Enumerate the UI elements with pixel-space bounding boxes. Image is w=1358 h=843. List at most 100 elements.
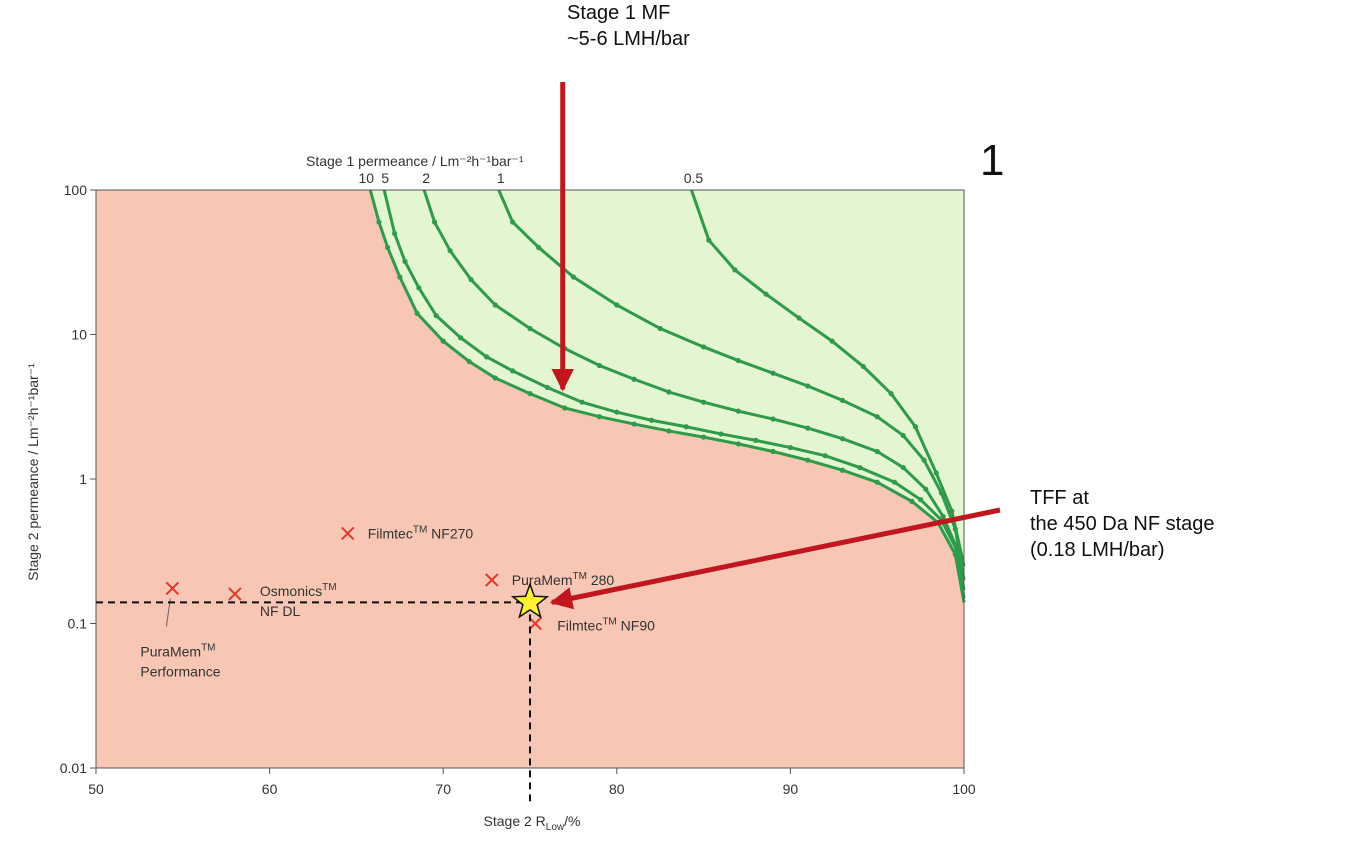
membrane-label-name: Osmonics xyxy=(260,583,322,599)
membrane-label-name: Filmtec xyxy=(368,525,413,541)
x-axis-title-unit: /% xyxy=(564,813,580,829)
series-point xyxy=(735,408,741,414)
cross-stroke xyxy=(528,616,542,631)
series-point xyxy=(805,425,811,431)
series-point xyxy=(822,453,828,459)
series-point xyxy=(631,421,637,427)
series-point xyxy=(614,302,620,308)
series-point xyxy=(544,384,550,391)
series-point xyxy=(874,414,880,420)
top-tick-label: 10 xyxy=(358,170,374,186)
top-tick-label: 1 xyxy=(497,170,505,186)
membrane-marker: OsmonicsTM NF DL xyxy=(228,582,337,619)
series-point xyxy=(397,274,403,280)
series-point xyxy=(510,219,516,225)
x-tick-label: 60 xyxy=(262,781,278,797)
top-axis-title: Stage 1 permeance / Lm⁻²h⁻¹bar⁻¹ xyxy=(306,153,524,169)
series-point xyxy=(763,291,769,297)
series-point xyxy=(829,338,835,344)
membrane-marker: PuraMemTM Performance xyxy=(140,581,221,679)
series-point xyxy=(391,230,398,237)
y-tick-label: 0.1 xyxy=(68,616,88,632)
dashed-guides xyxy=(96,601,531,806)
series-point xyxy=(466,358,472,365)
x-axis-title: Stage 2 RLow/% xyxy=(484,813,581,833)
axis-ticks: 50 60 70 80 90 100 0.01 0.1 1 10 100 xyxy=(60,182,976,797)
y-tick-label: 1 xyxy=(79,471,87,487)
highlight-star xyxy=(510,582,550,619)
series-point xyxy=(657,325,663,332)
y-tick-label: 0.01 xyxy=(60,760,87,776)
series-point xyxy=(492,302,498,308)
membrane-label-tm: TM xyxy=(602,617,616,628)
series-point xyxy=(492,375,498,381)
y-tick-label: 100 xyxy=(64,182,88,198)
x-tick-label: 90 xyxy=(783,781,799,797)
membrane-label-name: PuraMem xyxy=(140,643,201,659)
series-point xyxy=(666,428,672,434)
tff-callout-line3: (0.18 LMH/bar) xyxy=(1030,539,1165,561)
membrane-label-tm: TM xyxy=(322,582,336,593)
series-point xyxy=(912,424,918,430)
membrane-label: PuraMemTM xyxy=(140,642,215,659)
cross-stroke xyxy=(485,573,499,587)
series-point xyxy=(770,448,776,455)
series-point xyxy=(468,276,474,283)
membrane-label: OsmonicsTM xyxy=(260,582,337,599)
y-tick-label: 10 xyxy=(71,327,87,343)
top-axis: 10 5 2 1 0.5 xyxy=(358,170,703,186)
series-point xyxy=(385,244,391,251)
top-tick-label: 5 xyxy=(381,170,389,186)
series-point xyxy=(527,390,533,397)
series-point xyxy=(735,441,741,447)
membrane-label: FilmtecTM NF270 xyxy=(368,524,474,541)
series-point xyxy=(376,219,382,225)
series-point xyxy=(718,431,724,437)
series-point xyxy=(433,313,439,319)
y-axis-title: Stage 2 permeance / Lm⁻²h⁻¹bar⁻¹ xyxy=(25,363,41,581)
membrane-label-suffix: 280 xyxy=(587,572,614,588)
membrane-label-line2: NF DL xyxy=(260,603,301,619)
membrane-label-tm: TM xyxy=(201,642,215,653)
top-tick-label: 2 xyxy=(422,170,430,186)
series-point xyxy=(921,457,927,463)
series-point xyxy=(732,267,738,273)
series-point xyxy=(857,464,863,471)
stage1-callout-value: ~5-6 LMH/bar xyxy=(567,28,690,50)
series-point xyxy=(923,486,929,492)
series-point xyxy=(562,405,568,411)
series-point xyxy=(414,310,420,316)
series-point xyxy=(431,219,438,225)
star-marker xyxy=(510,582,550,619)
x-tick-label: 50 xyxy=(88,781,104,797)
series-point xyxy=(510,368,516,374)
membrane-marker: FilmtecTM NF90 xyxy=(528,616,655,634)
x-tick-label: 80 xyxy=(609,781,625,797)
stage1-callout-title: Stage 1 MF xyxy=(567,2,671,24)
series-point xyxy=(701,399,707,405)
series-point xyxy=(787,444,794,451)
cross-stroke xyxy=(228,587,242,601)
series-point xyxy=(753,437,759,443)
series-point xyxy=(805,383,811,389)
series-point xyxy=(933,470,939,476)
series-point xyxy=(874,479,880,485)
series-point xyxy=(570,274,577,280)
series-point xyxy=(770,416,776,422)
series-line xyxy=(690,189,966,567)
series-point xyxy=(909,498,915,504)
x-tick-label: 100 xyxy=(952,781,976,797)
series-2 xyxy=(422,189,966,591)
cross-stroke xyxy=(165,581,180,596)
big-number-label: 1 xyxy=(980,136,1005,185)
series-point xyxy=(447,248,453,254)
series-point xyxy=(874,448,880,455)
series-point xyxy=(536,244,542,251)
series-point xyxy=(940,513,946,520)
series-10 xyxy=(368,189,966,603)
series-point xyxy=(918,497,924,503)
series-0-5 xyxy=(690,189,966,567)
series-point xyxy=(949,508,955,514)
series-point xyxy=(701,434,707,440)
